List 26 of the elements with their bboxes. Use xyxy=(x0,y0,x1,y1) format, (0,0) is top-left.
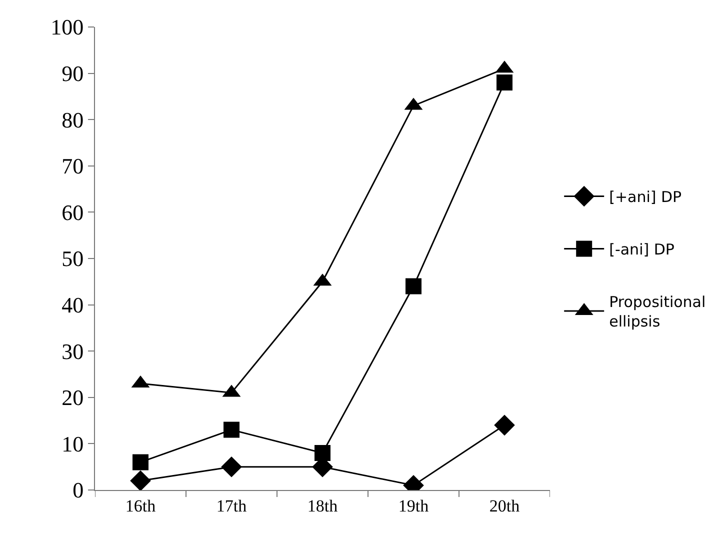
point xyxy=(132,454,148,470)
x-tick-label: 17th xyxy=(216,496,248,516)
legend-label: Propositional ellipsis xyxy=(609,293,706,331)
point xyxy=(130,470,151,490)
point xyxy=(494,414,515,436)
point xyxy=(406,278,422,294)
y-tick-label: 60 xyxy=(62,200,84,225)
x-tick-label: 16th xyxy=(125,496,156,516)
y-tick-label: 20 xyxy=(62,385,84,410)
point xyxy=(314,444,330,461)
y-tick-label: 0 xyxy=(72,478,84,503)
x-tick-label: 19th xyxy=(398,496,430,516)
y-tick-label: 100 xyxy=(50,14,84,40)
y-tick-label: 30 xyxy=(62,338,84,364)
y-tick-label: 50 xyxy=(62,246,84,272)
y-tick-label: 80 xyxy=(62,107,84,132)
x-tick-label: 18th xyxy=(307,496,338,516)
y-tick-label: 70 xyxy=(62,154,84,179)
legend-label: [+ani] DP xyxy=(609,188,682,206)
point xyxy=(224,422,240,438)
legend-label: [-ani] DP xyxy=(609,240,674,259)
x-tick-label: 20th xyxy=(489,496,520,516)
point xyxy=(221,456,242,478)
y-tick-label: 10 xyxy=(62,431,84,456)
y-tick-label: 90 xyxy=(62,61,84,86)
y-tick-label: 40 xyxy=(62,292,84,318)
